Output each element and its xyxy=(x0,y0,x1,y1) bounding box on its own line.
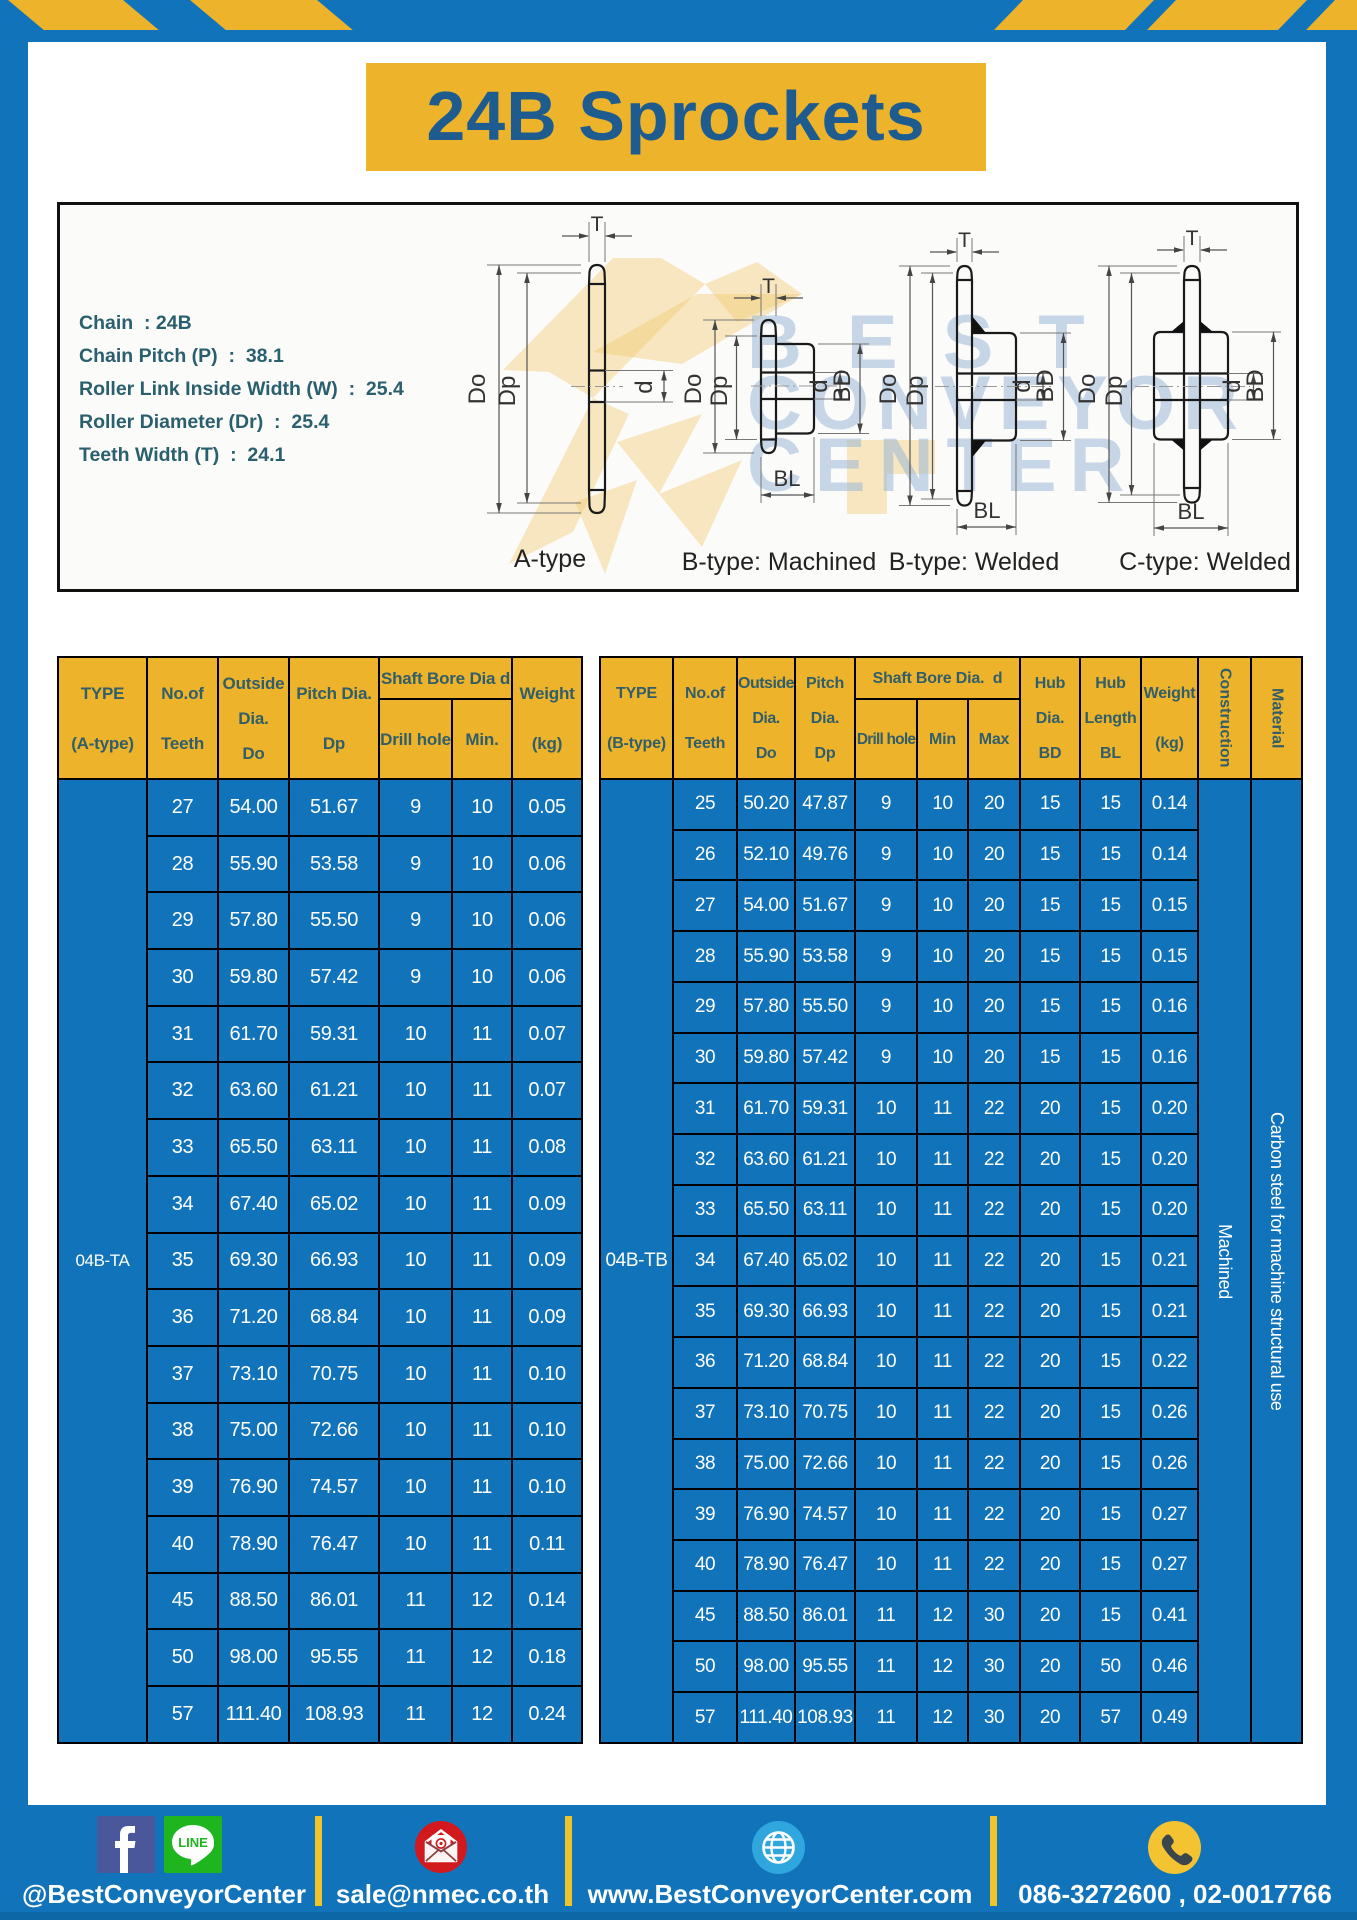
svg-text:BD: BD xyxy=(1242,369,1269,402)
svg-text:BL: BL xyxy=(1178,499,1205,524)
svg-text:Dp: Dp xyxy=(902,376,929,407)
svg-text:d: d xyxy=(1009,379,1036,392)
svg-text:Do: Do xyxy=(875,374,902,405)
svg-text:Dp: Dp xyxy=(1101,376,1128,407)
svg-text:C-type: Welded: C-type: Welded xyxy=(1119,548,1291,576)
svg-text:Do: Do xyxy=(680,374,707,405)
svg-text:B-type: Machined: B-type: Machined xyxy=(682,548,877,576)
svg-text:T: T xyxy=(591,213,604,236)
svg-text:d: d xyxy=(1219,379,1246,392)
svg-text:BL: BL xyxy=(974,498,1001,523)
svg-text:B-type: Welded: B-type: Welded xyxy=(889,548,1059,576)
svg-text:BD: BD xyxy=(1032,369,1059,402)
svg-text:T: T xyxy=(1186,227,1199,250)
svg-text:T: T xyxy=(762,275,775,298)
svg-text:LINE: LINE xyxy=(178,1835,208,1850)
svg-text:A-type: A-type xyxy=(514,545,586,573)
svg-text:Do: Do xyxy=(1074,374,1101,405)
svg-text:T: T xyxy=(958,229,971,252)
svg-text:Dp: Dp xyxy=(494,376,521,407)
svg-text:BD: BD xyxy=(829,369,856,402)
svg-text:d: d xyxy=(631,380,658,393)
svg-text:Dp: Dp xyxy=(706,376,733,407)
svg-text:BL: BL xyxy=(774,466,801,491)
svg-text:CENTER: CENTER xyxy=(747,423,1137,508)
svg-text:Do: Do xyxy=(464,374,491,405)
svg-text:CONVEYOR: CONVEYOR xyxy=(747,361,1246,446)
svg-text:BEST: BEST xyxy=(747,300,1130,385)
svg-text:d: d xyxy=(806,379,833,392)
